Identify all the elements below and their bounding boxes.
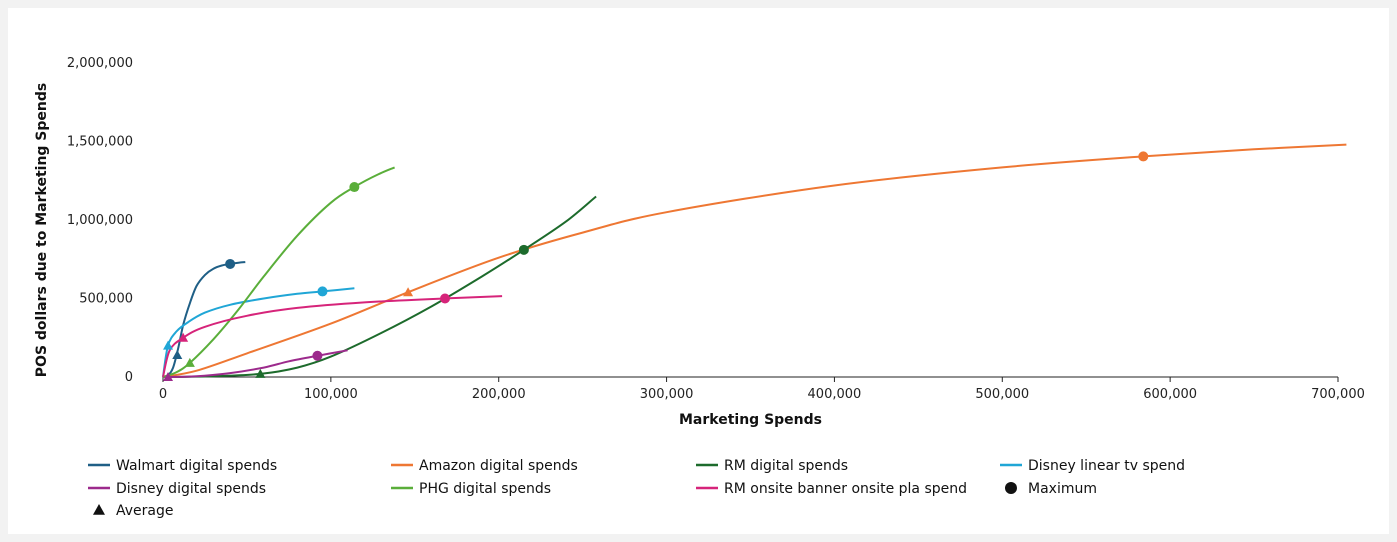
chart-card: 0 100,000 200,000 300,000 400,000 500,000 600,…: [8, 8, 1389, 534]
average-point: [172, 350, 183, 360]
series-line: [162, 295, 503, 378]
series-line: [162, 143, 1347, 378]
maximum-point: [440, 293, 450, 304]
maximum-point: [225, 258, 236, 269]
x-tick-label: 300,000: [640, 387, 694, 402]
average-point: [163, 372, 174, 381]
legend-label: Amazon digital spends: [419, 458, 578, 474]
axes: 0 100,000 200,000 300,000 400,000 500,000 600,…: [67, 56, 1365, 402]
x-tick-label: 0: [159, 387, 167, 402]
legend-label: Maximum: [1028, 481, 1097, 497]
legend-label: RM digital spends: [724, 458, 848, 474]
maximum-point: [317, 286, 328, 297]
maximum-point: [349, 182, 360, 193]
marker-layer: [163, 151, 1149, 381]
series-line: [162, 195, 597, 378]
y-tick-label: 1,000,000: [67, 213, 133, 228]
series-layer: [162, 143, 1347, 378]
y-tick-label: 500,000: [79, 292, 133, 307]
legend-maximum-symbol: [1005, 482, 1017, 494]
x-tick-label: 400,000: [808, 387, 862, 402]
x-tick-label: 500,000: [975, 387, 1029, 402]
series-line: [162, 166, 395, 378]
y-tick-label: 0: [125, 370, 133, 385]
x-tick-label: 200,000: [472, 387, 526, 402]
legend-average-symbol: [93, 504, 105, 515]
legend-label: RM onsite banner onsite pla spend: [724, 481, 967, 497]
maximum-point: [312, 350, 323, 361]
maximum-point: [1138, 151, 1149, 162]
maximum-point: [518, 244, 529, 255]
x-tick-label: 100,000: [304, 387, 358, 402]
legend-label: Average: [116, 503, 174, 519]
average-point: [163, 340, 174, 350]
legend-label: Disney digital spends: [116, 481, 266, 497]
average-point: [255, 368, 266, 378]
average-point: [184, 357, 195, 367]
legend: Walmart digital spends Amazon digital spe…: [88, 458, 1185, 519]
y-tick-label: 2,000,000: [67, 56, 133, 71]
legend-label: Disney linear tv spend: [1028, 458, 1185, 474]
y-tick-label: 1,500,000: [67, 135, 133, 150]
legend-label: Walmart digital spends: [116, 458, 277, 474]
series-line: [162, 287, 355, 378]
legend-label: PHG digital spends: [419, 481, 551, 497]
x-axis-title: Marketing Spends: [679, 412, 822, 428]
line-chart: 0 100,000 200,000 300,000 400,000 500,000 600,…: [34, 56, 1365, 519]
average-point: [178, 332, 189, 342]
x-tick-label: 700,000: [1311, 387, 1365, 402]
average-point: [403, 287, 414, 297]
y-axis-title: POS dollars due to Marketing Spends: [34, 83, 50, 377]
x-tick-label: 600,000: [1143, 387, 1197, 402]
